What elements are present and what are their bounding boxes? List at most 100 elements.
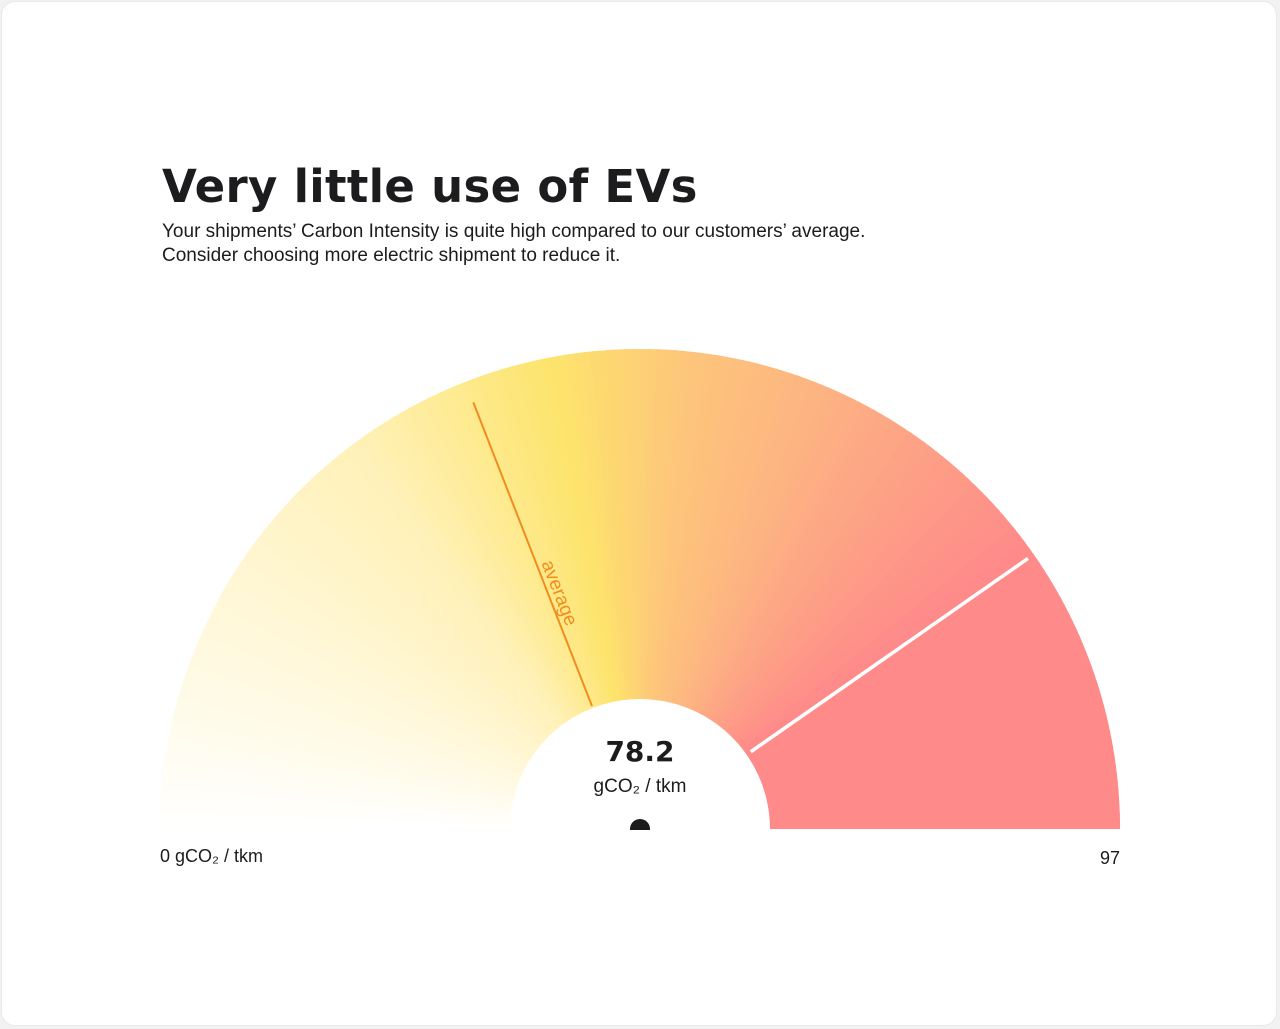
gauge-segment: [548, 355, 619, 702]
gauge-segment: [751, 581, 1059, 766]
gauge-segment: [312, 468, 555, 734]
gauge-segment: [769, 820, 1120, 829]
axis-min-label: 0 gCO₂ / tkm: [160, 846, 263, 866]
gauge-segment: [760, 649, 1090, 784]
gauge-segment: [731, 489, 989, 740]
gauge-segment: [763, 680, 1101, 793]
gauge-segment: [556, 354, 622, 701]
gauge-segment: [300, 480, 551, 738]
gauge-segment: [769, 803, 1120, 826]
subtitle-line-2: Consider choosing more electric shipment…: [162, 245, 621, 266]
gauge-segment: [764, 688, 1103, 795]
gauge-unit: gCO₂ / tkm: [594, 776, 687, 797]
gauge-segment: [768, 745, 1115, 811]
gauge-segment: [769, 795, 1120, 824]
gauge-segment: [294, 486, 550, 739]
gauge-segment: [738, 514, 1011, 747]
gauge-segment: [351, 437, 565, 726]
gauge-segment: [769, 778, 1119, 820]
gauge-segment: [606, 349, 635, 700]
gauge-segment: [573, 351, 626, 701]
gauge-segment: [765, 704, 1107, 799]
gauge-segment: [491, 368, 604, 706]
gauge-segment: [414, 399, 583, 715]
gauge-segment: [747, 560, 1046, 760]
gauge-segment: [754, 603, 1070, 772]
gauge-segment: [532, 358, 615, 703]
gauge-segment: [721, 455, 953, 731]
gauge-segment: [400, 406, 579, 717]
gauge-segment: [540, 356, 617, 702]
gauge-segment: [598, 349, 633, 700]
gauge-segment: [444, 385, 591, 711]
gauge-segment: [728, 477, 978, 737]
needle-pivot: [630, 819, 650, 830]
gauge-segment: [766, 721, 1111, 804]
gauge-segment: [767, 737, 1114, 808]
gauge-segment: [344, 442, 563, 727]
gauge-segment: [749, 567, 1050, 762]
gauge-segment: [743, 540, 1032, 754]
gauge-segment: [261, 523, 540, 749]
gauge-segment: [733, 495, 995, 742]
gauge-segment: [581, 351, 628, 700]
gauge-segment: [337, 447, 562, 728]
gauge-segment: [277, 504, 545, 744]
gauge-band: [160, 349, 1120, 829]
page-subtitle: Your shipments’ Carbon Intensity is quit…: [162, 220, 865, 268]
gauge-segment: [768, 753, 1116, 813]
gauge-segment: [716, 440, 933, 726]
gauge-segment: [741, 526, 1022, 751]
gauge-segment: [756, 618, 1078, 776]
gauge-segment: [452, 382, 593, 710]
gauge-segment: [766, 712, 1109, 802]
gauge-segment: [730, 483, 983, 739]
gauge-segment: [769, 787, 1120, 822]
gauge-segment: [725, 466, 965, 734]
gauge-segment: [759, 641, 1087, 782]
gauge-segment: [746, 553, 1041, 758]
gauge-segment: [283, 497, 546, 743]
gauge-segment: [564, 353, 624, 701]
gauge-segment: [256, 529, 539, 751]
gauge-segment: [272, 510, 543, 746]
gauge-segment: [318, 463, 556, 733]
axis-max-label: 97: [1100, 848, 1120, 868]
gauge-segment: [720, 450, 946, 729]
subtitle-line-1: Your shipments’ Carbon Intensity is quit…: [162, 221, 866, 242]
gauge-segment: [251, 536, 538, 753]
gauge-segment: [467, 376, 597, 708]
gauge-segment: [483, 370, 602, 707]
gauge-segment: [736, 507, 1006, 745]
gauge-segment: [437, 388, 589, 712]
gauge-segment: [753, 596, 1067, 770]
gauge-segment: [769, 770, 1118, 817]
gauge-segment: [364, 428, 569, 723]
gauge-segment: [742, 533, 1027, 752]
gauge-segment: [752, 589, 1063, 768]
gauge-segment: [761, 656, 1093, 786]
gauge-segment: [306, 474, 553, 736]
gauge-segment: [764, 696, 1105, 797]
gauge-segment: [757, 626, 1081, 778]
gauge-segment: [739, 520, 1017, 749]
gauge-segment: [392, 410, 577, 718]
gauge-segment: [325, 458, 558, 731]
gauge-segment: [762, 664, 1096, 788]
gauge-segment: [768, 762, 1118, 815]
page-title: Very little use of EVs: [162, 160, 698, 213]
gauge-segment: [266, 516, 542, 748]
gauge-segment: [429, 391, 587, 713]
gauge-segment: [407, 402, 581, 716]
gauge-segment: [523, 360, 613, 703]
gauge-segment: [288, 491, 548, 741]
gauge-segment: [723, 461, 959, 732]
gauge-segment: [475, 373, 599, 707]
gauge-segment: [499, 366, 606, 705]
gauge-segment: [357, 432, 567, 724]
gauge-value: 78.2: [605, 735, 674, 768]
gauge-segment: [589, 350, 631, 700]
gauge-segment: [735, 501, 1001, 744]
gauge-segment: [515, 362, 610, 704]
